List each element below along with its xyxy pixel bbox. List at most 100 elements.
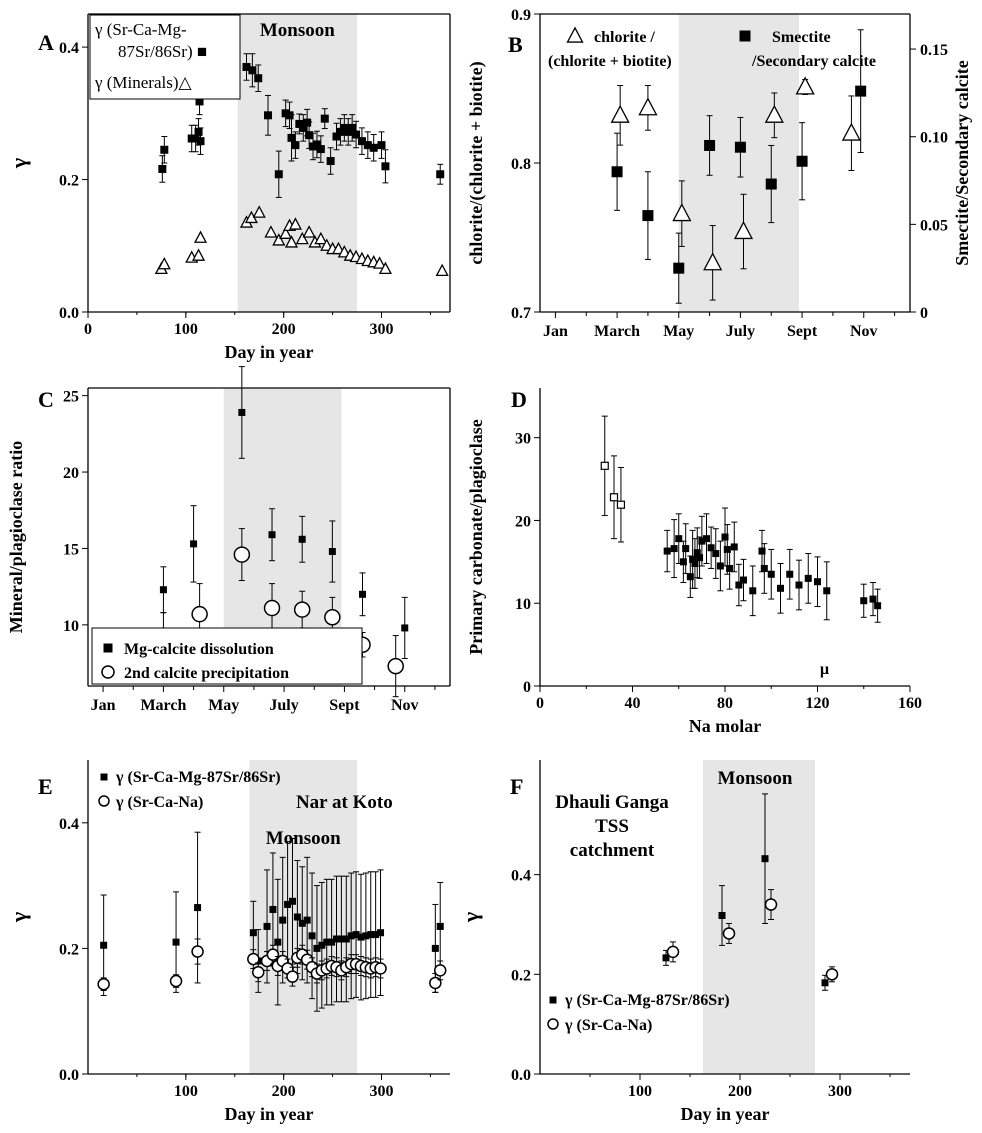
data-point [352,130,361,139]
data-point [698,537,706,545]
data-point [703,252,723,271]
x-tick-label: Sept [787,323,818,340]
site-label-line: catchment [570,840,655,861]
data-point [357,137,366,146]
data-point [610,104,630,123]
data-point [303,118,312,127]
legend-entry: γ (Sr-Ca-Mg- [94,20,187,39]
monsoon-label: Monsoon [718,768,793,789]
data-point [795,76,815,95]
x-tick-label: 80 [717,695,733,712]
data-point [352,931,360,939]
data-point [196,137,205,146]
data-point [313,944,321,952]
data-point [749,587,757,595]
data-point [287,133,296,142]
y2-tick-label: 0.05 [920,217,948,234]
x-axis-label: Day in year [225,1104,314,1124]
data-point [295,231,309,245]
x-tick-label: July [726,323,755,340]
data-point [374,962,387,975]
data-point [293,601,311,618]
data-point [765,178,777,190]
data-point [357,933,365,941]
y2-tick-label: 0.15 [920,42,948,59]
series-1 [663,507,882,623]
data-point [190,540,198,548]
series-1 [611,29,867,304]
panel-label: C [38,387,54,412]
y2-tick-label: 0 [920,305,928,322]
data-point [303,916,311,924]
data-point [312,140,321,149]
data-point [814,578,821,586]
data-point [248,66,257,75]
data-point [323,938,331,946]
data-point [264,111,273,120]
data-point [663,547,671,555]
data-point [332,132,341,141]
data-point [722,927,736,940]
data-point [331,241,346,255]
y-axis-label: γ [6,158,31,169]
data-point [266,948,280,961]
x-axis-label: Day in year [681,1104,770,1124]
data-point [804,574,812,582]
data-point [284,900,292,908]
data-point [841,122,861,141]
legend-marker [101,665,115,679]
data-point [435,263,449,277]
data-point [429,976,442,990]
legend-entry: γ (Sr-Ca-Na) [564,1017,652,1034]
data-point [436,170,445,179]
panel-c: C Jan March May July Sept Nov 10 15 20 25 Mineral/p… [6,366,451,714]
data-point [662,954,670,962]
x-tick-label: 100 [174,321,198,338]
x-tick-label: 0 [536,695,544,712]
data-point [288,217,302,230]
data-point [328,548,336,556]
y-tick-label: 15 [63,541,79,558]
data-point [264,225,278,238]
data-point [740,576,747,584]
data-point [316,145,325,154]
data-point [159,586,167,594]
legend-entry: γ (Sr-Ca-Mg-87Sr/86Sr) [115,769,281,786]
data-point [279,916,287,924]
data-point [279,226,293,239]
y-tick-label: 10 [63,618,79,635]
y-tick-label: 0.8 [511,156,531,173]
series-1 [154,205,449,277]
y-tick-label: 0.4 [59,40,79,57]
data-point [298,919,306,927]
x-tick-label: May [663,323,694,340]
x-tick-label: Sept [329,697,360,714]
data-point [320,238,334,251]
data-point [874,602,882,610]
data-point [191,605,208,623]
data-point [378,261,393,275]
data-point [285,111,294,120]
panel-label: D [511,387,527,412]
data-point [611,166,623,178]
data-point [318,941,326,949]
data-point [726,564,734,572]
data-point [696,554,704,562]
data-point [666,945,680,959]
data-point [823,587,831,595]
data-point [308,932,316,940]
data-point [682,545,690,553]
data-point [686,573,694,581]
y-tick-label: 0.2 [511,967,531,984]
y-tick-label: 0.0 [59,1067,79,1084]
x-tick-label: March [140,697,186,714]
y-tick-label: 0.9 [511,7,531,24]
x-tick-label: 40 [625,695,641,712]
legend-entry: Mg-calcite dissolution [124,641,274,658]
data-point [761,855,769,863]
panel-label: F [510,774,523,799]
x-tick-label: 300 [370,1083,394,1100]
y2-axis-label: Smectite/Secondary calcite [952,60,972,265]
site-label-line: TSS [595,816,629,837]
monsoon-label: Monsoon [266,828,341,849]
